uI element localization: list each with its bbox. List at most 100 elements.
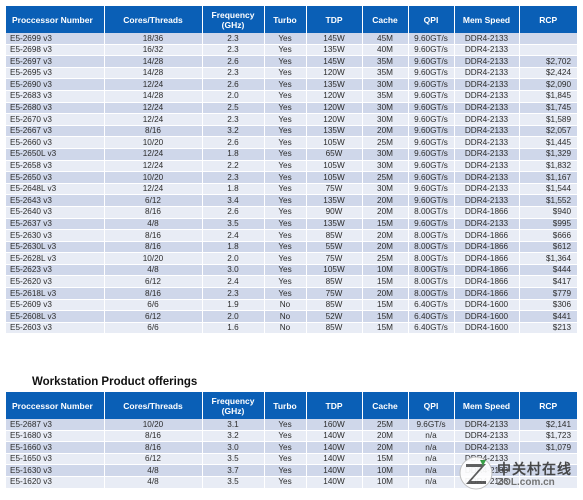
workstation-processor-table: Proccessor Number Cores/Threads Frequenc… xyxy=(6,392,577,489)
cell-qpi: n/a xyxy=(408,464,455,477)
cell-turbo: No xyxy=(264,299,307,312)
cell-turbo: Yes xyxy=(264,90,307,103)
header-qpi: QPI xyxy=(408,392,455,419)
cell-mem-speed: DDR4-2133 xyxy=(454,160,520,173)
cell-processor-number: E5-2695 v3 xyxy=(6,67,105,80)
cell-cache: 30M xyxy=(362,183,409,196)
table-row: E5-2628L v3 10/20 2.0 Yes 75W 25M 8.00GT/s DDR4… xyxy=(6,252,577,265)
workstation-section-title: Workstation Product offerings xyxy=(32,376,198,388)
cell-rcp: $2,057 xyxy=(519,125,577,138)
cell-tdp: 55W xyxy=(306,241,363,254)
cell-frequency: 3.5 xyxy=(202,453,265,466)
cell-processor-number: E5-2630L v3 xyxy=(6,241,105,254)
cell-qpi: 8.00GT/s xyxy=(408,287,455,300)
watermark-cn-text: 中关村在线 xyxy=(497,461,572,477)
cell-cores-threads: 6/6 xyxy=(104,322,203,335)
cell-frequency: 2.2 xyxy=(202,160,265,173)
table-row: E5-2699 v3 18/36 2.3 Yes 145W 45M 9.60GT/s DDR4… xyxy=(6,33,577,45)
table-row: E5-2687 v3 10/20 3.1 Yes 160W 25M 9.6GT/s DDR4-… xyxy=(6,419,577,431)
cell-cores-threads: 4/8 xyxy=(104,464,203,477)
cell-rcp: $1,832 xyxy=(519,160,577,173)
cell-cores-threads: 10/20 xyxy=(104,419,203,431)
cell-cache: 20M xyxy=(362,206,409,219)
cell-mem-speed: DDR4-2133 xyxy=(454,194,520,207)
cell-tdp: 75W xyxy=(306,252,363,265)
cell-rcp: $2,141 xyxy=(519,419,577,431)
cell-frequency: 3.0 xyxy=(202,264,265,277)
cell-frequency: 2.0 xyxy=(202,252,265,265)
header-qpi: QPI xyxy=(408,6,455,33)
cell-qpi: 9.60GT/s xyxy=(408,148,455,161)
cell-cores-threads: 16/32 xyxy=(104,44,203,57)
cell-processor-number: E5-2697 v3 xyxy=(6,55,105,68)
cell-qpi: 6.40GT/s xyxy=(408,310,455,323)
cell-rcp: $1,589 xyxy=(519,113,577,126)
cell-tdp: 120W xyxy=(306,67,363,80)
cell-qpi: 8.00GT/s xyxy=(408,264,455,277)
table-row: E5-2620 v3 6/12 2.4 Yes 85W 15M 8.00GT/s DDR4-1… xyxy=(6,275,577,289)
cell-rcp: $2,702 xyxy=(519,55,577,68)
cell-frequency: 2.6 xyxy=(202,78,265,91)
header-cores-threads: Cores/Threads xyxy=(104,392,203,419)
cell-frequency: 3.7 xyxy=(202,464,265,477)
cell-processor-number: E5-1620 v3 xyxy=(6,476,105,489)
table-row: E5-2650 v3 10/20 2.3 Yes 105W 25M 9.60GT/s DDR4… xyxy=(6,171,577,184)
cell-cores-threads: 12/24 xyxy=(104,183,203,196)
table-row: E5-2650L v3 12/24 1.8 Yes 65W 30M 9.60GT/s DDR4… xyxy=(6,148,577,161)
cell-rcp xyxy=(519,33,577,45)
cell-mem-speed: DDR4-2133 xyxy=(454,419,520,431)
cell-cores-threads: 8/16 xyxy=(104,430,203,443)
cell-cores-threads: 8/16 xyxy=(104,125,203,138)
cell-processor-number: E5-2630 v3 xyxy=(6,229,105,242)
cell-tdp: 120W xyxy=(306,113,363,126)
cell-frequency: 2.3 xyxy=(202,287,265,300)
table-row: E5-2618L v3 8/16 2.3 Yes 75W 20M 8.00GT/s DDR4-… xyxy=(6,287,577,300)
cell-processor-number: E5-2650L v3 xyxy=(6,148,105,161)
header-processor-number: Proccessor Number xyxy=(6,6,105,33)
table-row: E5-2630L v3 8/16 1.8 Yes 55W 20M 8.00GT/s DDR4-… xyxy=(6,241,577,254)
cell-cache: 25M xyxy=(362,252,409,265)
zol-watermark: 中关村在线 ZOL.com.cn xyxy=(459,456,577,494)
cell-frequency: 3.4 xyxy=(202,194,265,207)
cell-cores-threads: 8/16 xyxy=(104,441,203,454)
cell-turbo: Yes xyxy=(264,136,307,149)
header-tdp: TDP xyxy=(306,392,363,419)
cell-qpi: 8.00GT/s xyxy=(408,275,455,289)
cell-cache: 10M xyxy=(362,464,409,477)
cell-rcp: $1,364 xyxy=(519,252,577,265)
table-row: E5-1650 v3 6/12 3.5 Yes 140W 15M n/a DDR4-2133 xyxy=(6,453,577,466)
cell-tdp: 65W xyxy=(306,148,363,161)
cell-processor-number: E5-2670 v3 xyxy=(6,113,105,126)
cell-cache: 15M xyxy=(362,310,409,323)
cell-tdp: 120W xyxy=(306,102,363,115)
cell-turbo: Yes xyxy=(264,78,307,91)
cell-cache: 40M xyxy=(362,44,409,57)
cell-rcp: $612 xyxy=(519,241,577,254)
cell-tdp: 85W xyxy=(306,322,363,335)
cell-rcp: $441 xyxy=(519,310,577,323)
cell-tdp: 85W xyxy=(306,275,363,289)
cell-rcp: $1,544 xyxy=(519,183,577,196)
table-row: E5-2630 v3 8/16 2.4 Yes 85W 20M 8.00GT/s DDR4-1… xyxy=(6,229,577,242)
cell-qpi: 8.00GT/s xyxy=(408,206,455,219)
cell-turbo: Yes xyxy=(264,55,307,68)
cell-processor-number: E5-2660 v3 xyxy=(6,136,105,149)
cell-cores-threads: 8/16 xyxy=(104,287,203,300)
cell-cache: 20M xyxy=(362,229,409,242)
cell-frequency: 1.8 xyxy=(202,148,265,161)
cell-turbo: Yes xyxy=(264,171,307,184)
cell-mem-speed: DDR4-2133 xyxy=(454,44,520,57)
header-frequency: Frequency (GHz) xyxy=(202,392,265,419)
cell-turbo: Yes xyxy=(264,229,307,242)
cell-turbo: Yes xyxy=(264,430,307,443)
cell-turbo: Yes xyxy=(264,218,307,231)
cell-tdp: 52W xyxy=(306,310,363,323)
cell-cache: 25M xyxy=(362,419,409,431)
cell-processor-number: E5-2687 v3 xyxy=(6,419,105,431)
cell-mem-speed: DDR4-2133 xyxy=(454,78,520,91)
cell-cache: 20M xyxy=(362,125,409,138)
cell-processor-number: E5-2623 v3 xyxy=(6,264,105,277)
cell-mem-speed: DDR4-2133 xyxy=(454,430,520,443)
cell-turbo: Yes xyxy=(264,241,307,254)
cell-cache: 30M xyxy=(362,102,409,115)
